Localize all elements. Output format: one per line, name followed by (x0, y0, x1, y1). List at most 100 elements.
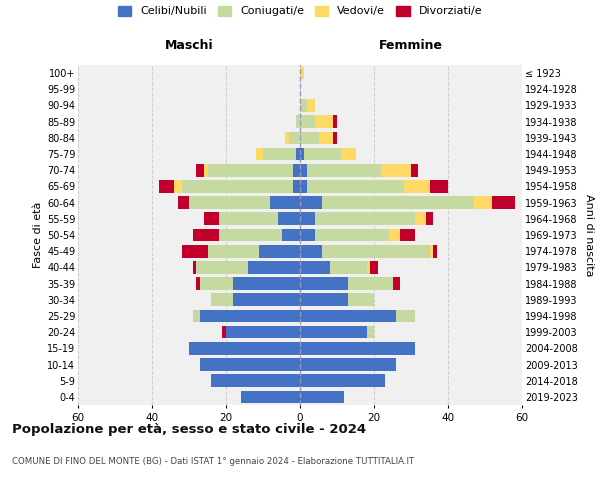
Bar (281, 228, 300, 241)
Bar (300, 278, 348, 290)
Bar (182, 180, 293, 192)
Bar (300, 212, 315, 225)
Bar (400, 228, 415, 241)
Bar (248, 261, 300, 274)
Bar (193, 228, 218, 241)
Bar (415, 212, 426, 225)
Bar (233, 294, 300, 306)
Bar (329, 261, 367, 274)
Bar (430, 245, 433, 258)
Bar (334, 132, 337, 144)
Bar (396, 310, 415, 322)
Text: Femmine: Femmine (379, 39, 443, 52)
Bar (263, 148, 296, 160)
Bar (300, 261, 329, 274)
Bar (382, 164, 411, 176)
Bar (296, 148, 300, 160)
Bar (178, 196, 189, 209)
Bar (233, 278, 300, 290)
Bar (307, 99, 315, 112)
Bar (300, 374, 385, 387)
Bar (160, 180, 174, 192)
Bar (289, 132, 300, 144)
Bar (208, 245, 259, 258)
Bar (300, 294, 348, 306)
Legend: Celibi/Nubili, Coniugati/e, Vedovi/e, Divorziati/e: Celibi/Nubili, Coniugati/e, Vedovi/e, Di… (118, 6, 482, 16)
Bar (367, 326, 374, 338)
Bar (300, 132, 319, 144)
Bar (348, 278, 392, 290)
Bar (300, 358, 396, 371)
Bar (307, 180, 404, 192)
Bar (404, 180, 430, 192)
Bar (296, 116, 300, 128)
Bar (322, 245, 430, 258)
Bar (200, 278, 233, 290)
Bar (293, 180, 300, 192)
Bar (300, 164, 307, 176)
Bar (193, 261, 196, 274)
Bar (341, 148, 356, 160)
Bar (300, 99, 307, 112)
Bar (241, 390, 300, 403)
Bar (433, 245, 437, 258)
Bar (204, 212, 218, 225)
Bar (208, 164, 293, 176)
Bar (223, 326, 226, 338)
Bar (493, 196, 515, 209)
Bar (196, 261, 248, 274)
Bar (256, 148, 263, 160)
Bar (348, 294, 374, 306)
Bar (211, 374, 300, 387)
Bar (300, 67, 304, 80)
Y-axis label: Anni di nascita: Anni di nascita (584, 194, 595, 276)
Bar (200, 358, 300, 371)
Bar (300, 390, 344, 403)
Bar (300, 326, 367, 338)
Text: COMUNE DI FINO DEL MONTE (BG) - Dati ISTAT 1° gennaio 2024 - Elaborazione TUTTIT: COMUNE DI FINO DEL MONTE (BG) - Dati IST… (12, 458, 414, 466)
Bar (182, 245, 208, 258)
Bar (300, 116, 315, 128)
Bar (389, 228, 400, 241)
Bar (293, 164, 300, 176)
Y-axis label: Fasce di età: Fasce di età (32, 202, 43, 268)
Bar (226, 326, 300, 338)
Bar (218, 228, 281, 241)
Bar (189, 196, 271, 209)
Bar (189, 342, 300, 354)
Bar (200, 310, 300, 322)
Bar (196, 164, 204, 176)
Bar (411, 164, 418, 176)
Bar (315, 116, 334, 128)
Bar (218, 212, 278, 225)
Bar (204, 164, 208, 176)
Bar (307, 164, 382, 176)
Bar (300, 228, 315, 241)
Bar (300, 180, 307, 192)
Bar (474, 196, 493, 209)
Bar (426, 212, 433, 225)
Bar (370, 261, 378, 274)
Bar (300, 245, 322, 258)
Bar (304, 148, 341, 160)
Bar (319, 132, 334, 144)
Bar (322, 196, 474, 209)
Bar (259, 245, 300, 258)
Bar (392, 278, 400, 290)
Text: Popolazione per età, sesso e stato civile - 2024: Popolazione per età, sesso e stato civil… (12, 422, 366, 436)
Bar (430, 180, 448, 192)
Text: Maschi: Maschi (164, 39, 214, 52)
Bar (367, 261, 370, 274)
Bar (193, 310, 200, 322)
Bar (271, 196, 300, 209)
Bar (300, 148, 304, 160)
Bar (278, 212, 300, 225)
Bar (300, 196, 322, 209)
Bar (211, 294, 233, 306)
Bar (300, 342, 415, 354)
Bar (196, 278, 200, 290)
Bar (334, 116, 337, 128)
Bar (174, 180, 182, 192)
Bar (315, 212, 415, 225)
Bar (315, 228, 389, 241)
